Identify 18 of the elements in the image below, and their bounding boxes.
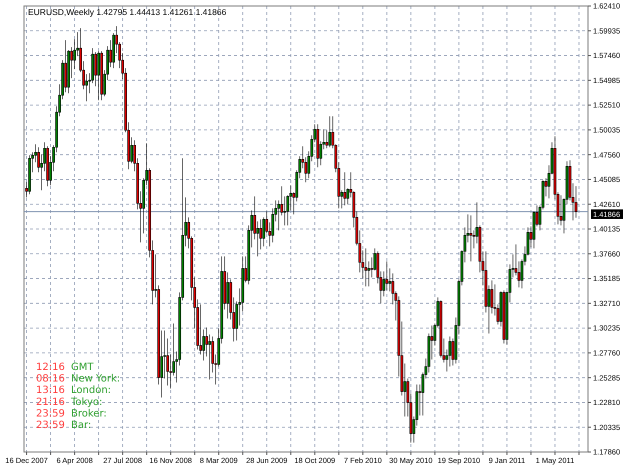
candlestick [316,124,320,168]
candlestick [100,50,103,101]
candlestick [46,146,49,187]
candlestick [28,154,31,195]
annotation: 21:16 Tokyo: [36,396,102,408]
candlestick [364,248,368,287]
annotation: 23:59 Bar: [36,420,92,431]
annotation: 13:16 London: [36,385,112,396]
annotation: 23:59 Broker: [36,408,107,420]
candlestick [470,215,472,262]
candlestick [574,186,578,218]
chart-title: EURUSD,Weekly 1.42795 1.44413 1.41261 1.41866 [28,7,227,17]
candlestick [328,116,332,148]
candlestick [343,172,346,206]
annotation: 08:16 New York: [36,374,120,385]
candlestick [97,50,100,101]
candlestick [502,290,506,344]
annotation: 12:16 GMT [36,362,94,373]
